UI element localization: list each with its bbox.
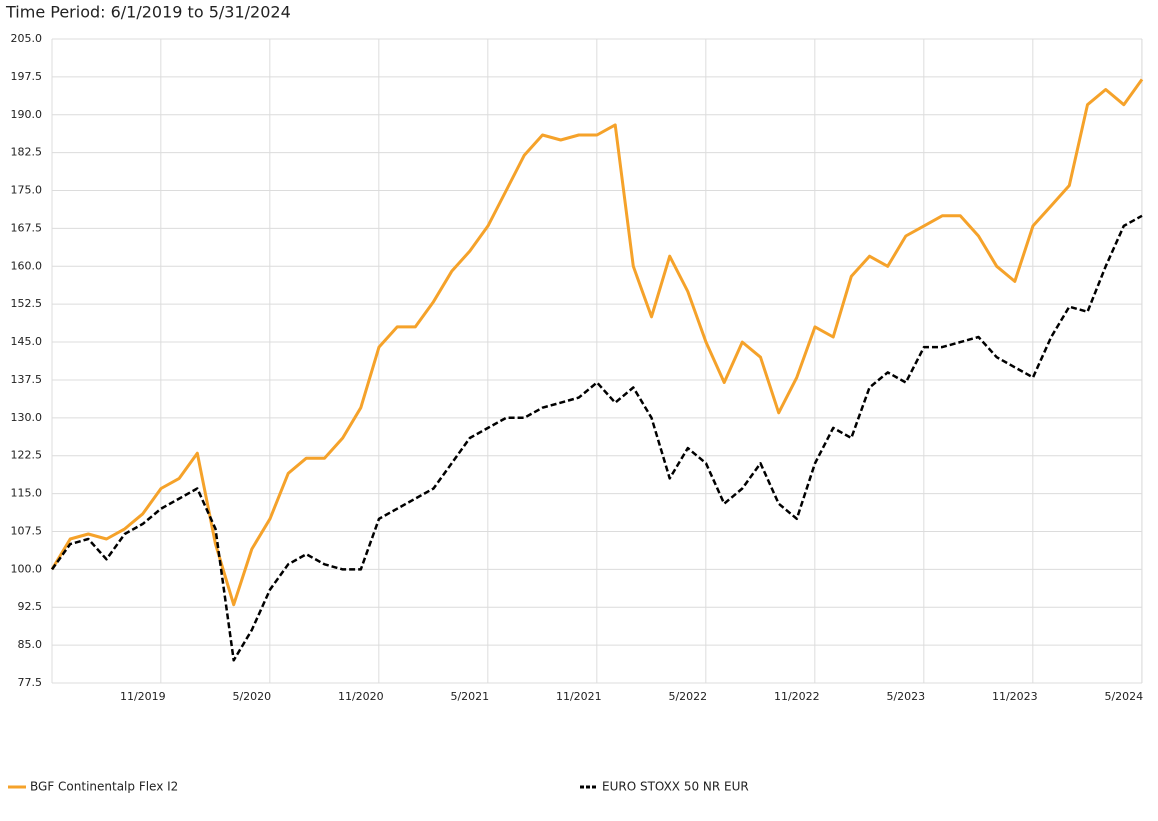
y-tick-label: 122.5 [11, 449, 43, 462]
y-tick-label: 167.5 [11, 221, 43, 234]
y-tick-label: 77.5 [18, 676, 43, 689]
y-tick-label: 107.5 [11, 524, 43, 537]
y-tick-label: 85.0 [18, 638, 43, 651]
y-tick-label: 92.5 [18, 600, 43, 613]
x-tick-label: 5/2020 [232, 690, 271, 703]
y-tick-label: 100.0 [11, 562, 43, 575]
y-tick-label: 160.0 [11, 259, 43, 272]
legend-label: BGF Continentalp Flex I2 [30, 780, 178, 794]
x-tick-label: 11/2023 [992, 690, 1038, 703]
legend-label: EURO STOXX 50 NR EUR [602, 780, 749, 794]
y-tick-label: 175.0 [11, 184, 43, 197]
chart-title: Time Period: 6/1/2019 to 5/31/2024 [5, 3, 291, 22]
x-tick-label: 11/2020 [338, 690, 384, 703]
series-line [50, 78, 1144, 607]
y-tick-label: 137.5 [11, 373, 43, 386]
x-tick-label: 11/2021 [556, 690, 602, 703]
x-tick-label: 11/2022 [774, 690, 820, 703]
y-tick-label: 115.0 [11, 487, 43, 500]
y-tick-label: 182.5 [11, 146, 43, 159]
x-tick-label: 11/2019 [120, 690, 166, 703]
y-tick-label: 130.0 [11, 411, 43, 424]
y-tick-label: 197.5 [11, 70, 43, 83]
series-line [50, 214, 1143, 662]
x-tick-label: 5/2024 [1104, 690, 1143, 703]
y-tick-label: 145.0 [11, 335, 43, 348]
y-tick-label: 152.5 [11, 297, 43, 310]
y-tick-label: 190.0 [11, 108, 43, 121]
x-tick-label: 5/2022 [668, 690, 707, 703]
y-tick-label: 205.0 [11, 32, 43, 45]
x-tick-label: 5/2021 [450, 690, 489, 703]
x-tick-label: 5/2023 [886, 690, 925, 703]
